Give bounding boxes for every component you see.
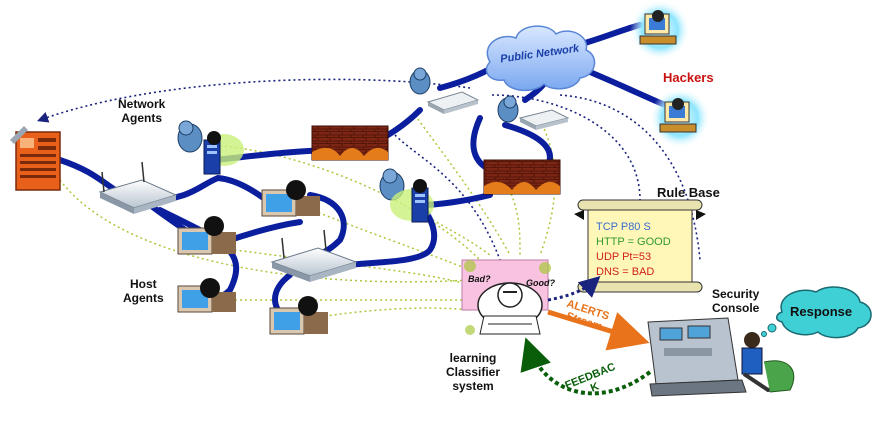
- rule-item: UDP Pt=53: [596, 251, 652, 263]
- host-computer-icon: [177, 278, 236, 313]
- host-computer-icon: [269, 296, 328, 335]
- learning-classifier-label: learning Classifier system: [446, 351, 500, 393]
- learning-classifier-label-line3: system: [452, 379, 494, 393]
- router-middle-icon: [270, 229, 358, 282]
- hackers-label: Hackers: [663, 70, 714, 85]
- rule-base-label: Rule Base: [657, 185, 720, 200]
- classifier-to-rulebase-arrow: [547, 275, 601, 302]
- response-bubble: [761, 286, 872, 339]
- host-computer-icon: [261, 180, 320, 217]
- host-agents-label: Host Agents: [123, 277, 164, 305]
- good-question-label: Good?: [526, 278, 555, 288]
- security-console-label-line1: Security: [712, 287, 760, 301]
- learning-classifier-label-line2: Classifier: [446, 365, 501, 379]
- feedback-arrow: [520, 337, 652, 396]
- public-network-cloud-icon: [485, 25, 596, 92]
- response-label: Response: [790, 304, 853, 319]
- learning-classifier-label-line1: learning: [449, 351, 497, 365]
- host-agents-label-line2: Agents: [123, 291, 164, 305]
- network-agent-bear-icon: [379, 168, 434, 223]
- switch-top-right-icon: [518, 109, 570, 130]
- network-agent-bear-icon: [497, 95, 519, 123]
- network-server-icon: [10, 126, 61, 191]
- security-console-label-line2: Console: [712, 301, 760, 315]
- hacker-top-icon: [630, 0, 690, 60]
- security-console-icon: [647, 317, 795, 397]
- network-agent-bear-icon: [177, 120, 244, 175]
- network-agents-label-line1: Network: [118, 97, 166, 111]
- network-agents-label-line2: Agents: [121, 111, 162, 125]
- rule-list: TCP P80 S HTTP = GOOD UDP Pt=53 DNS = BA…: [596, 220, 671, 280]
- bad-question-label: Bad?: [468, 274, 491, 284]
- firewall-left-icon: [311, 125, 389, 161]
- switch-top-left-icon: [426, 91, 480, 114]
- rule-item: HTTP = GOOD: [596, 236, 671, 248]
- rule-item: DNS = BAD: [596, 266, 655, 278]
- hacker-bottom-icon: [650, 88, 710, 148]
- security-console-label: Security Console: [712, 287, 759, 315]
- host-computer-icon: [177, 216, 236, 255]
- network-agent-bear-icon: [409, 67, 431, 95]
- router-left-icon: [98, 161, 178, 214]
- learning-classifier-icon: [461, 259, 551, 335]
- rule-item: TCP P80 S: [596, 221, 651, 233]
- rule-base-scroll: [574, 199, 706, 293]
- firewall-right-icon: [483, 159, 561, 195]
- network-agents-label: Network Agents: [118, 97, 165, 125]
- host-agents-label-line1: Host: [130, 277, 157, 291]
- alerts-stream-arrow: [547, 309, 650, 351]
